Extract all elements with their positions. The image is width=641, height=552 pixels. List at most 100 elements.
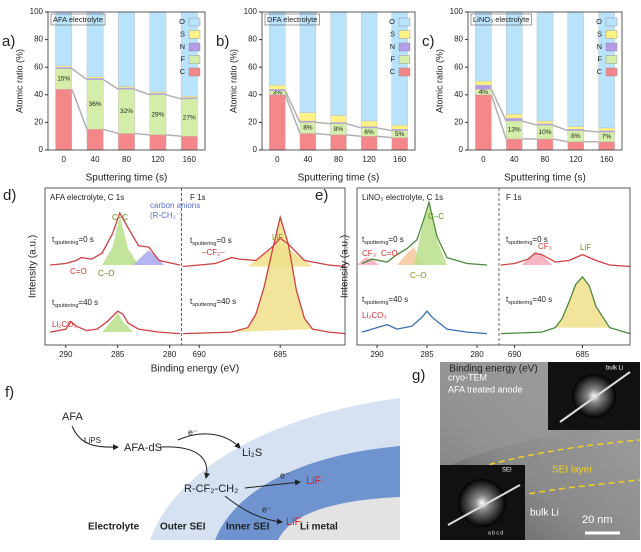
bar-segment (269, 89, 286, 91)
spectrum-line (182, 214, 346, 335)
y-tick-label: 100 (450, 7, 464, 16)
y-tick-label: 20 (34, 118, 43, 127)
bar-segment (567, 11, 585, 127)
bar-segment (118, 87, 135, 90)
bar-segment (149, 93, 167, 95)
value-label: 36% (89, 101, 102, 108)
annotation: –CF₂– (202, 248, 225, 257)
legend-label: N (390, 42, 395, 51)
connector (522, 120, 538, 126)
y-tick-label: 100 (30, 7, 44, 16)
legend-label: N (180, 42, 185, 51)
y-tick-label: 80 (34, 35, 43, 44)
image-label: cryo-TEM (448, 372, 487, 382)
x-tick-label: 0 (61, 155, 66, 164)
bar-segment (536, 11, 554, 122)
arrow (177, 433, 241, 449)
annotation-part: sputtering (508, 240, 532, 246)
bar-segment (180, 135, 198, 151)
diffraction-pattern (458, 479, 506, 527)
annotation: C=O (381, 249, 398, 258)
sei-boundary (469, 439, 641, 471)
beam-stop (447, 484, 521, 526)
panel-label: g) (412, 367, 425, 384)
x-tick-label: 290 (370, 350, 384, 359)
legend-label: O (179, 17, 185, 26)
bar-segment (330, 134, 347, 151)
annotation: tsputtering=0 s (506, 235, 548, 246)
annotation: tsputtering=0 s (362, 235, 404, 246)
bar-segment (391, 137, 408, 151)
y-tick-label: 40 (34, 90, 43, 99)
spectrum-line (182, 237, 346, 268)
value-label: 8% (334, 126, 344, 133)
bar-segment (360, 126, 378, 129)
box-label-frame (50, 13, 106, 26)
panel-label: f) (5, 384, 14, 401)
x-tick-label: 0 (275, 155, 280, 164)
legend-label: S (390, 29, 395, 38)
legend-swatch (605, 67, 618, 77)
legend-swatch (188, 30, 201, 39)
legend-label: C (180, 67, 186, 76)
annotation: Li₂CO₃ (52, 320, 77, 329)
region-label: Li metal (300, 522, 338, 533)
connector (71, 89, 88, 130)
bar-segment (505, 138, 523, 151)
bar-segment (330, 122, 347, 124)
annotation: tsputtering=0 s (190, 236, 232, 247)
connector (315, 121, 331, 125)
bar-segment (391, 124, 408, 130)
x-tick-label: 285 (111, 350, 125, 359)
bar-segment (330, 11, 347, 116)
value-label: 5% (395, 131, 405, 138)
legend-swatch (188, 55, 201, 64)
electron: e⁻ (188, 427, 198, 437)
bar-segment (360, 120, 378, 127)
image-label: AFA treated anode (448, 384, 523, 394)
bar-segment (55, 66, 73, 69)
annotation-part: t (190, 236, 193, 245)
spectrum-line (500, 252, 631, 268)
panel-label: d) (3, 187, 16, 204)
x-tick-label: 690 (508, 350, 522, 359)
bar-segment (299, 120, 317, 123)
image-label: SEI layer (552, 465, 593, 476)
annotation: Li₂CO₃ (362, 311, 387, 320)
legend-label: S (180, 29, 185, 38)
y-axis-label: Atomic ratio (%) (434, 49, 444, 113)
x-axis-label: Sputtering time (s) (86, 173, 168, 184)
bar-segment (475, 94, 492, 151)
x-tick-label: 160 (393, 155, 407, 164)
annotation-part: sputtering (364, 300, 388, 306)
species: AFA (62, 411, 83, 423)
bar-segment (360, 135, 378, 151)
inset-label: bulk Li (606, 366, 623, 372)
spectrum-line (361, 199, 488, 266)
annotation: C–C (112, 213, 128, 222)
x-tick-label: 690 (193, 350, 207, 359)
value-label: 32% (120, 108, 133, 115)
box-label: AFA electrolyte (53, 15, 103, 24)
box-label: DFA electrolyte (267, 15, 317, 24)
value-label: 15% (57, 76, 70, 83)
legend-swatch (398, 42, 411, 52)
y-tick-label: 40 (248, 90, 257, 99)
legend-label: O (596, 17, 602, 26)
bar-segment (86, 129, 104, 151)
legend-swatch (188, 17, 201, 27)
annotation: carbon anions (150, 201, 200, 210)
bar-segment (598, 127, 615, 131)
legend-swatch (188, 42, 201, 52)
y-tick-label: 60 (454, 62, 463, 71)
value-label: 10% (538, 129, 551, 136)
connector (165, 94, 182, 100)
legend-label: F (390, 54, 395, 63)
bar-segment (360, 11, 378, 122)
y-tick-label: 80 (248, 35, 257, 44)
plot-frame (467, 11, 623, 151)
spectrum-component (102, 215, 139, 265)
connector (103, 128, 119, 135)
annotation: C–C (428, 212, 444, 221)
annotation: (R-CH₂⁻) (150, 211, 183, 220)
